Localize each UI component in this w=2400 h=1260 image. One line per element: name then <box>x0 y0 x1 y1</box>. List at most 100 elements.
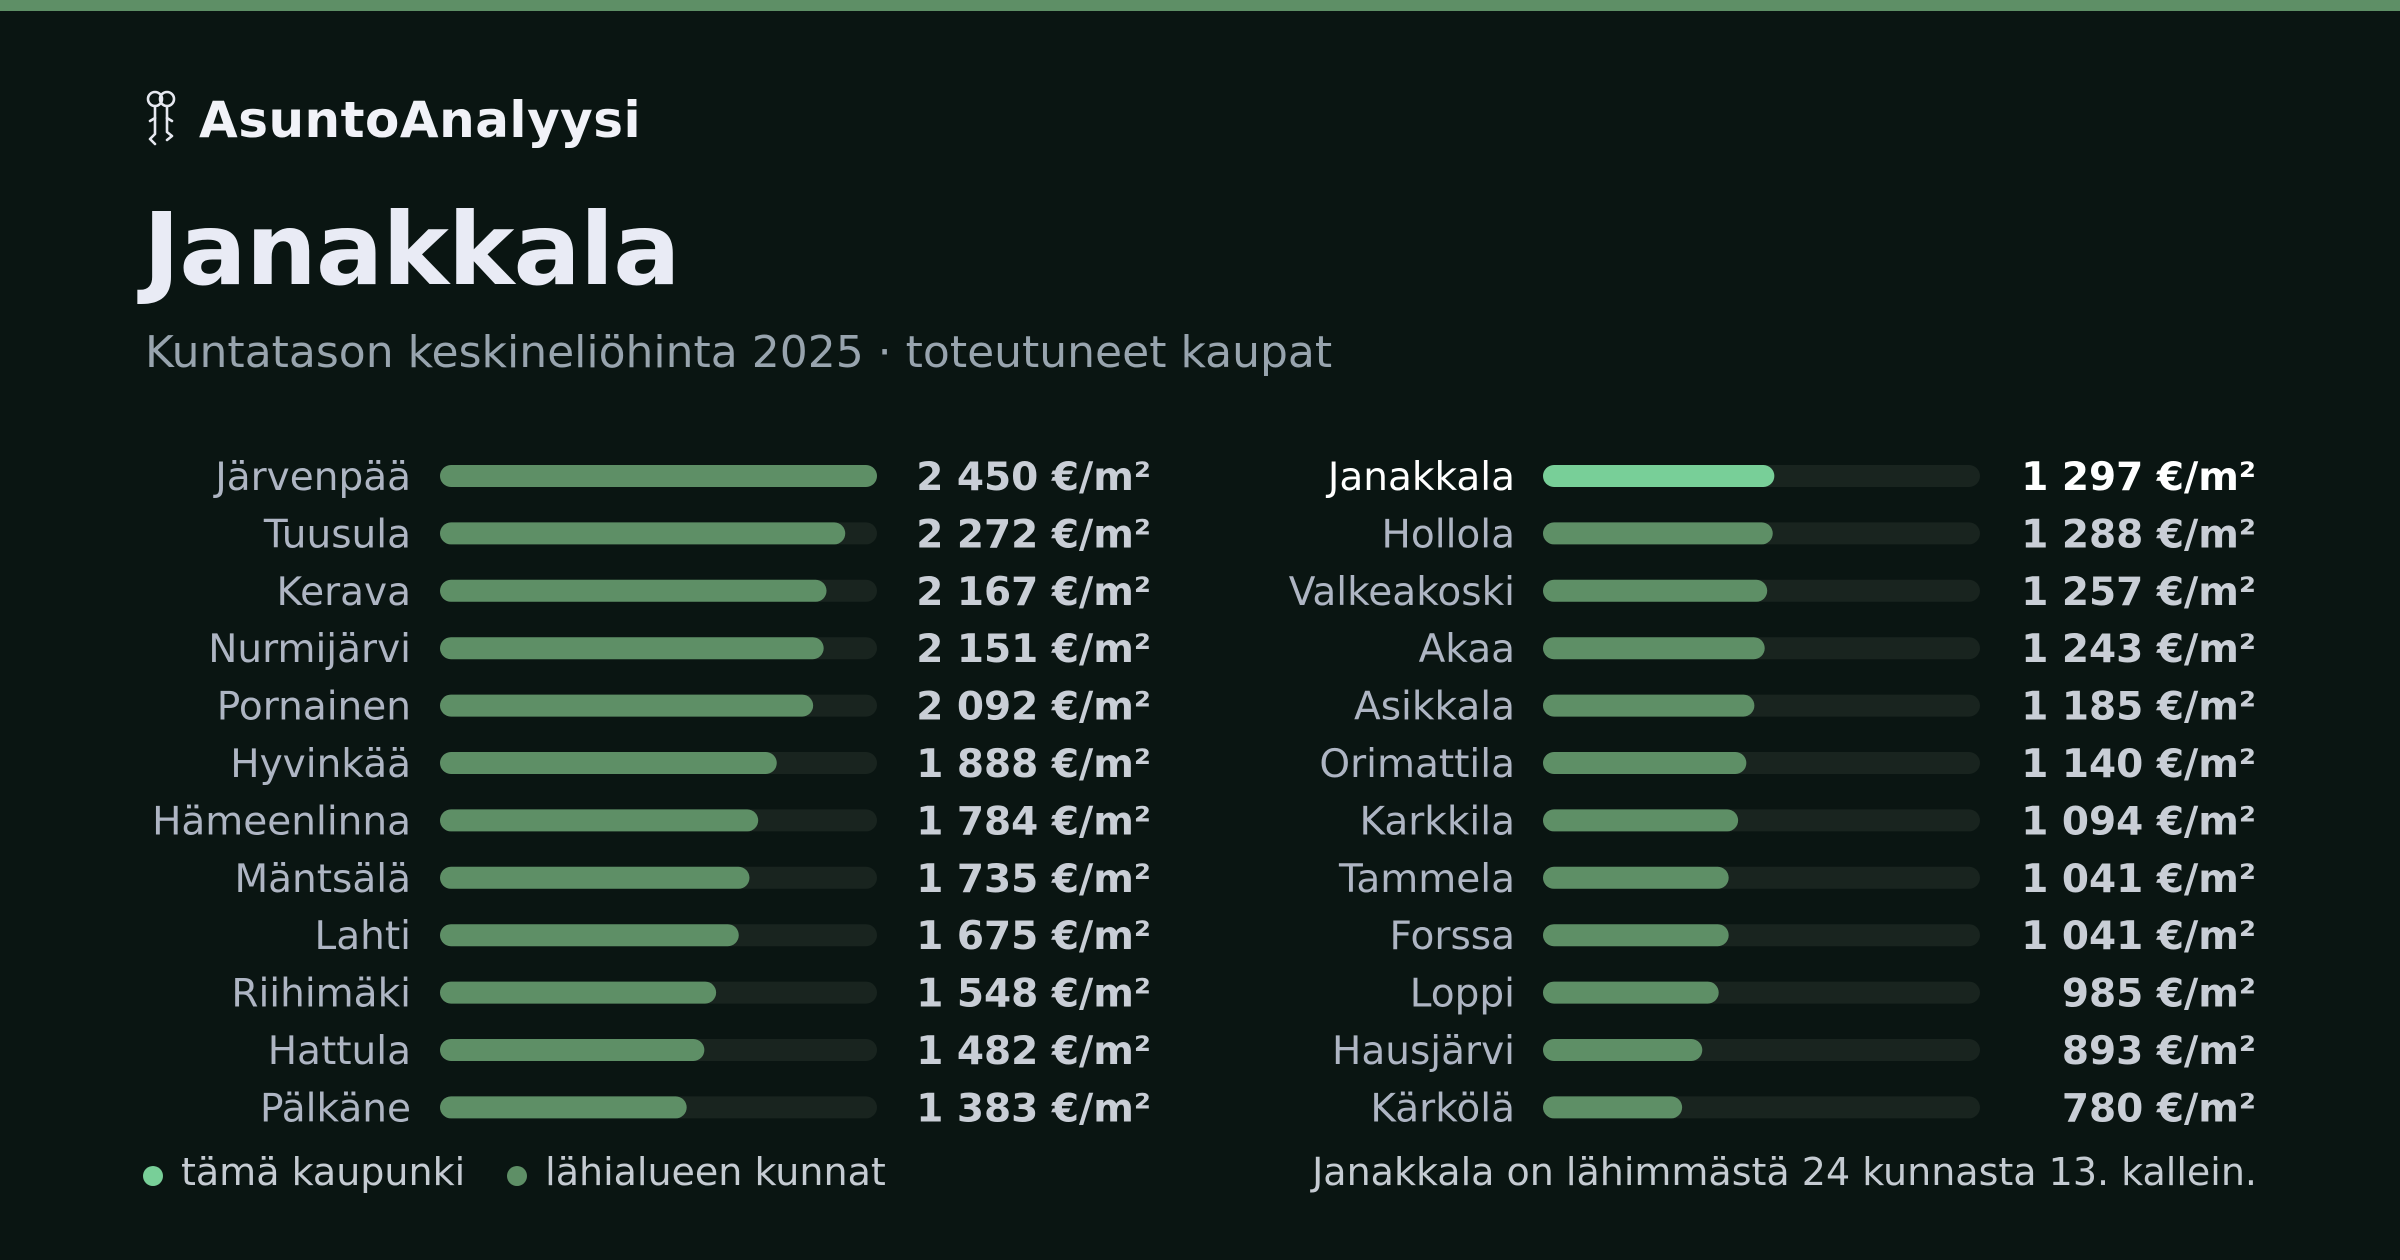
bar <box>1543 924 1729 947</box>
bar <box>1543 1039 1703 1061</box>
bar-row: Kerava 2 167 €/m² <box>276 570 1151 615</box>
category-label: Lahti <box>315 914 411 959</box>
legend-swatch-this-city <box>143 1166 163 1186</box>
bar-highlight <box>1543 465 1775 487</box>
value-label: 1 482 €/m² <box>916 1029 1151 1074</box>
value-label: 1 041 €/m² <box>2021 914 2256 959</box>
bar <box>1543 1096 1683 1119</box>
bar-row: Janakkala 1 297 €/m² <box>1325 455 2256 500</box>
category-label: Hollola <box>1382 512 1515 557</box>
bar-row: Orimattila 1 140 €/m² <box>1319 742 2256 787</box>
category-label: Forssa <box>1390 914 1515 959</box>
category-label: Hyvinkää <box>230 742 411 787</box>
bar-row: Loppi 985 €/m² <box>1410 972 2256 1017</box>
legend-label-neighbours: lähialueen kunnat <box>545 1150 886 1194</box>
category-label: Kärkölä <box>1370 1086 1515 1131</box>
bar-row: Valkeakoski 1 257 €/m² <box>1289 570 2256 615</box>
category-label: Karkkila <box>1359 799 1515 844</box>
legend-label-this-city: tämä kaupunki <box>181 1150 466 1194</box>
top-accent-stripe <box>0 0 2400 11</box>
value-label: 1 140 €/m² <box>2021 742 2256 787</box>
bar <box>440 866 750 889</box>
value-label: 893 €/m² <box>2062 1029 2256 1074</box>
bar <box>1543 981 1719 1004</box>
value-label: 1 784 €/m² <box>916 799 1151 844</box>
keys-icon <box>143 88 179 152</box>
category-label: Riihimäki <box>231 972 411 1017</box>
category-label: Pornainen <box>217 685 411 730</box>
value-label: 1 735 €/m² <box>916 857 1151 902</box>
bar-row: Tammela 1 041 €/m² <box>1338 857 2256 902</box>
category-label: Hämeenlinna <box>152 799 411 844</box>
bar <box>440 694 814 717</box>
bar-row: Hyvinkää 1 888 €/m² <box>230 742 1151 787</box>
category-label: Akaa <box>1419 627 1515 672</box>
bar <box>440 809 759 832</box>
bar-row: Kärkölä 780 €/m² <box>1370 1086 2256 1131</box>
ranking-footnote: Janakkala on lähimmästä 24 kunnasta 13. … <box>1312 1150 2257 1194</box>
value-label: 1 257 €/m² <box>2021 570 2256 615</box>
category-label: Tammela <box>1338 857 1515 902</box>
value-label: 1 888 €/m² <box>916 742 1151 787</box>
brand: AsuntoAnalyysi <box>143 90 641 150</box>
bar <box>1543 579 1768 602</box>
category-label: Orimattila <box>1319 742 1515 787</box>
brand-name: AsuntoAnalyysi <box>199 91 642 149</box>
bar-row: Hattula 1 482 €/m² <box>268 1029 1151 1074</box>
bar-row: Hollola 1 288 €/m² <box>1382 512 2256 557</box>
bar-row: Hausjärvi 893 €/m² <box>1332 1029 2256 1074</box>
legend-item-this-city: tämä kaupunki <box>143 1150 465 1194</box>
chart-legend: tämä kaupunki lähialueen kunnat <box>143 1150 886 1194</box>
value-label: 1 243 €/m² <box>2021 627 2256 672</box>
legend-item-neighbours: lähialueen kunnat <box>507 1150 886 1194</box>
category-label: Nurmijärvi <box>208 627 411 672</box>
value-label: 2 151 €/m² <box>916 627 1151 672</box>
category-label: Hausjärvi <box>1332 1029 1515 1074</box>
bar-row: Riihimäki 1 548 €/m² <box>231 972 1151 1017</box>
bar-row: Lahti 1 675 €/m² <box>315 914 1151 959</box>
legend-swatch-neighbours <box>507 1166 528 1186</box>
value-label: 2 272 €/m² <box>916 512 1151 557</box>
value-label: 2 167 €/m² <box>916 570 1151 615</box>
bar <box>440 981 717 1004</box>
bar <box>1543 522 1773 545</box>
bar <box>440 637 824 660</box>
bar <box>440 1039 705 1061</box>
bar-row: Akaa 1 243 €/m² <box>1419 627 2256 672</box>
page-title: Janakkala <box>143 191 681 308</box>
value-label: 1 548 €/m² <box>916 972 1151 1017</box>
value-label: 2 092 €/m² <box>916 685 1151 730</box>
category-label: Pälkäne <box>260 1086 411 1131</box>
bar-row: Forssa 1 041 €/m² <box>1390 914 2256 959</box>
bar-row: Mäntsälä 1 735 €/m² <box>234 857 1151 902</box>
category-label: Valkeakoski <box>1289 570 1515 615</box>
bar <box>1543 637 1765 660</box>
bar <box>440 522 846 545</box>
value-label: 1 383 €/m² <box>916 1086 1151 1131</box>
category-label: Tuusula <box>263 512 411 557</box>
value-label: 780 €/m² <box>2062 1086 2256 1131</box>
bar <box>1543 694 1755 717</box>
bar-row: Karkkila 1 094 €/m² <box>1359 799 2256 844</box>
category-label: Asikkala <box>1354 685 1515 730</box>
value-label: 1 675 €/m² <box>916 914 1151 959</box>
bar <box>440 1096 687 1119</box>
bar-row: Hämeenlinna 1 784 €/m² <box>152 799 1151 844</box>
category-label: Loppi <box>1410 972 1515 1017</box>
price-bar-chart: Järvenpää 2 450 €/m² Tuusula 2 272 €/m² Kera… <box>152 455 2256 1131</box>
value-label: 1 041 €/m² <box>2021 857 2256 902</box>
bar <box>440 752 777 774</box>
category-label: Hattula <box>268 1029 411 1074</box>
bar-row: Asikkala 1 185 €/m² <box>1354 685 2256 730</box>
value-label: 1 297 €/m² <box>2021 455 2256 500</box>
category-label: Kerava <box>276 570 411 615</box>
category-label: Mäntsälä <box>234 857 411 902</box>
bar <box>440 924 739 947</box>
value-label: 1 185 €/m² <box>2021 685 2256 730</box>
bar-row: Nurmijärvi 2 151 €/m² <box>208 627 1151 672</box>
bar <box>440 465 877 487</box>
page-subtitle: Kuntatason keskineliöhinta 2025 · toteut… <box>145 327 1333 378</box>
bar <box>1543 866 1729 889</box>
bar-row: Pornainen 2 092 €/m² <box>217 685 1151 730</box>
category-label: Järvenpää <box>212 455 411 500</box>
